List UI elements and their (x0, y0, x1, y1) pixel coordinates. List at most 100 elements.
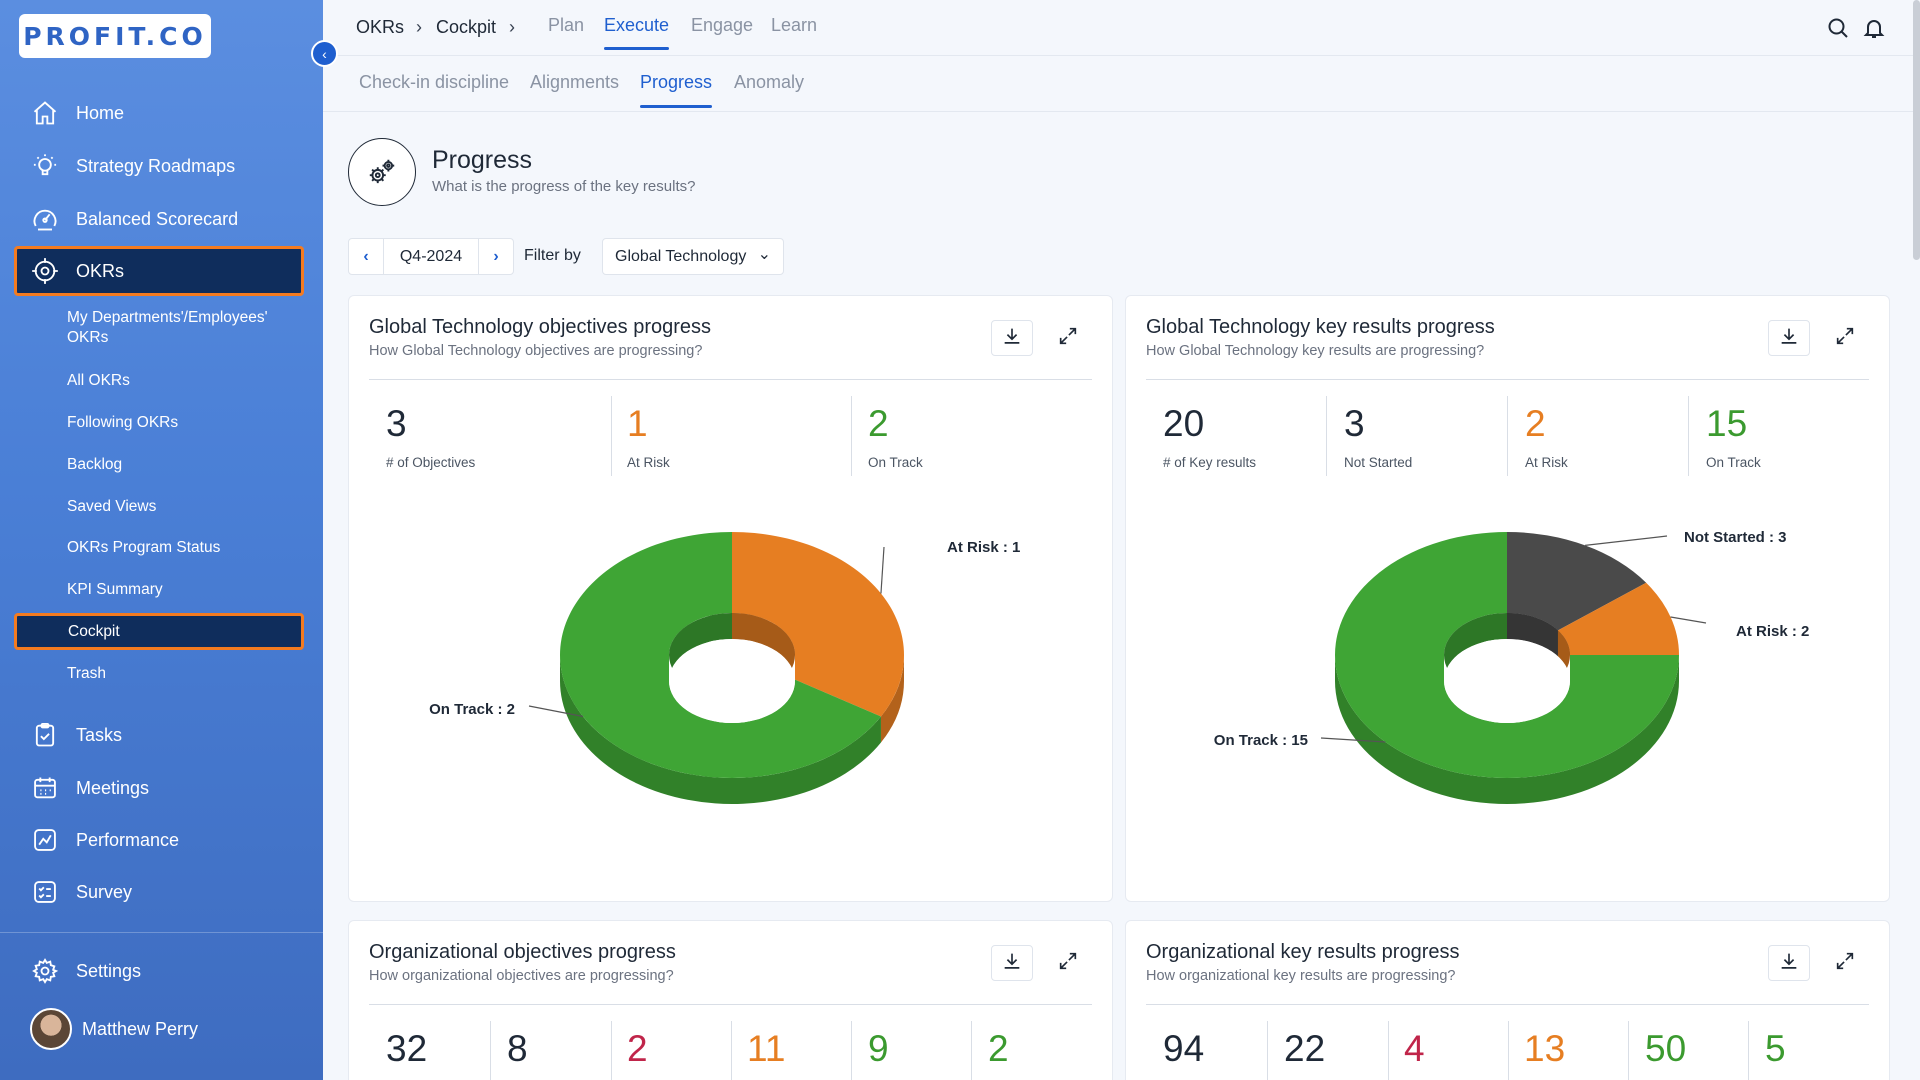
stat-divider (851, 396, 852, 476)
tab-learn[interactable]: Learn (771, 15, 818, 35)
bell-icon[interactable] (1862, 16, 1886, 40)
stat-value: 9 (868, 1028, 889, 1069)
card-subtitle: How organizational key results are progr… (1146, 968, 1456, 984)
donut-hole-wall (732, 613, 795, 681)
page-subtitle: What is the progress of the key results? (432, 178, 696, 195)
stat-at-risk: 1 At Risk (627, 403, 670, 471)
stat-value: 2 (988, 1028, 1009, 1069)
tab-check-in-discipline[interactable]: Check-in discipline (359, 72, 510, 92)
sidebar-item-label: Home (76, 102, 125, 123)
expand-button[interactable] (1047, 320, 1089, 356)
clipboard-icon (30, 720, 60, 750)
tab-anomaly[interactable]: Anomaly (734, 72, 805, 92)
tab-engage[interactable]: Engage (691, 15, 754, 35)
sidebar-item-balanced-scorecard[interactable]: Balanced Scorecard (14, 195, 304, 243)
download-button[interactable] (991, 320, 1033, 356)
sidebar: PROFIT.CO Home Strategy Roadmaps Balance… (0, 0, 323, 1080)
data-label: At Risk : 1 (947, 539, 1020, 556)
user-profile[interactable]: Matthew Perry (14, 1005, 304, 1053)
label-connector (1585, 535, 1668, 547)
download-icon (1001, 950, 1023, 977)
stat-divider (1267, 1021, 1268, 1080)
stat-value: 1 (627, 403, 648, 444)
card-divider (1146, 379, 1869, 380)
card-subtitle: How Global Technology key results are pr… (1146, 343, 1485, 359)
breadcrumb-cockpit[interactable]: Cockpit (436, 17, 497, 37)
sidebar-item-label: Tasks (76, 724, 123, 745)
page-scrollbar[interactable] (1913, 0, 1920, 260)
sidebar-item-tasks[interactable]: Tasks (14, 711, 304, 759)
tab-plan[interactable]: Plan (548, 15, 585, 35)
stat-divider (490, 1021, 491, 1080)
sidebar-subitem-my-departments-okrs[interactable]: My Departments'/Employees' OKRs (67, 309, 268, 346)
data-label: At Risk : 2 (1736, 623, 1809, 640)
sidebar-subitem-following-okrs[interactable]: Following OKRs (67, 414, 179, 431)
sidebar-item-performance[interactable]: Performance (14, 816, 304, 864)
tab-alignments[interactable]: Alignments (530, 72, 620, 92)
donut-hole-front (1444, 655, 1570, 723)
donut-hole-front (669, 655, 795, 723)
sidebar-subitem-okrs-program-status[interactable]: OKRs Program Status (67, 539, 221, 556)
sidebar-subitem-all-okrs[interactable]: All OKRs (67, 372, 130, 389)
sidebar-item-meetings[interactable]: Meetings (14, 764, 304, 812)
stat-value: 22 (1284, 1028, 1326, 1069)
objectives-progress-card: Global Technology objectives progress Ho… (348, 295, 1113, 902)
sidebar-item-strategy-roadmaps[interactable]: Strategy Roadmaps (14, 142, 304, 190)
download-button[interactable] (1768, 320, 1810, 356)
expand-button[interactable] (1047, 945, 1089, 981)
tab-execute[interactable]: Execute (604, 15, 670, 50)
stat-divider (1508, 1021, 1509, 1080)
expand-button[interactable] (1824, 320, 1866, 356)
stat-item: 11 (747, 1029, 785, 1069)
objectives-donut-chart: At Risk : 1 On Track : 2 (429, 532, 1020, 804)
filter-dropdown[interactable]: Global Technology ⌄ (602, 238, 784, 275)
period-value[interactable]: Q4-2024 (383, 239, 479, 274)
sidebar-item-settings[interactable]: Settings (14, 947, 304, 995)
sidebar-divider (0, 932, 323, 933)
stat-label: On Track (1706, 455, 1761, 470)
search-icon[interactable] (1826, 16, 1850, 40)
expand-icon (1057, 950, 1079, 977)
download-icon (1001, 325, 1023, 352)
sidebar-subitem-saved-views[interactable]: Saved Views (67, 498, 157, 515)
sidebar-collapse-button[interactable]: ‹ (311, 40, 338, 67)
sidebar-subitem-kpi-summary[interactable]: KPI Summary (67, 581, 163, 598)
stat-item: 13 (1524, 1029, 1565, 1069)
chart-line-icon (30, 825, 60, 855)
sidebar-item-label: Strategy Roadmaps (76, 155, 236, 176)
sidebar-subitem-trash[interactable]: Trash (67, 665, 107, 682)
stat-value: 15 (1706, 403, 1748, 444)
chevron-left-icon: ‹ (322, 45, 327, 62)
stat-item: 22 (1284, 1029, 1325, 1069)
stat-on-track: 15 On Track (1706, 403, 1761, 471)
donut-slice-on-track (1335, 532, 1679, 778)
card-title: Organizational key results progress (1146, 941, 1460, 963)
card-divider (369, 379, 1092, 380)
download-button[interactable] (991, 945, 1033, 981)
card-divider (1146, 1004, 1869, 1005)
sidebar-item-label: Performance (76, 829, 180, 850)
expand-button[interactable] (1824, 945, 1866, 981)
previous-period-button[interactable]: ‹ (363, 247, 369, 265)
stat-at-risk: 2 At Risk (1525, 404, 1568, 471)
organizational-key-results-card: Organizational key results progress How … (1125, 920, 1890, 1080)
gears-icon (348, 138, 416, 206)
sidebar-item-home[interactable]: Home (14, 89, 304, 137)
stat-key-results: 20 # of Key results (1163, 404, 1256, 471)
sidebar-subitem-backlog[interactable]: Backlog (67, 456, 123, 473)
sidebar-item-label: OKRs (76, 260, 125, 281)
sidebar-item-okrs[interactable]: OKRs (14, 246, 304, 296)
avatar (30, 1008, 72, 1050)
profit-co-logo[interactable]: PROFIT.CO (19, 14, 211, 58)
next-period-button[interactable]: › (493, 247, 499, 265)
tab-progress[interactable]: Progress (640, 72, 713, 108)
breadcrumb-okrs[interactable]: OKRs (356, 17, 405, 37)
stat-not-started: 3 Not Started (1344, 404, 1412, 471)
sidebar-subitem-cockpit[interactable]: Cockpit (14, 613, 304, 650)
stat-item: 2 (988, 1029, 1009, 1069)
stat-divider (1326, 396, 1327, 476)
calendar-icon (30, 773, 60, 803)
stat-item: 9 (868, 1029, 889, 1069)
download-button[interactable] (1768, 945, 1810, 981)
sidebar-item-survey[interactable]: Survey (14, 868, 304, 916)
